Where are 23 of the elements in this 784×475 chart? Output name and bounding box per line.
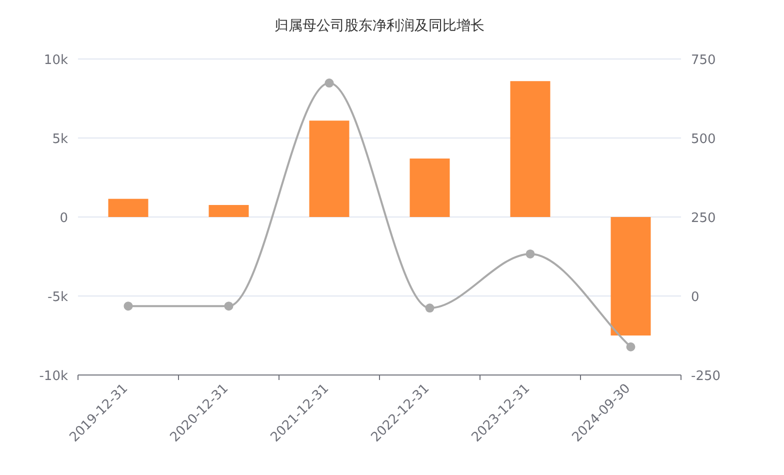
y2-tick-label: 250 bbox=[691, 211, 716, 226]
y2-tick-label: 500 bbox=[691, 132, 716, 147]
bar bbox=[108, 198, 148, 217]
bar bbox=[510, 81, 550, 217]
point bbox=[124, 302, 133, 311]
y-tick-label: 10k bbox=[44, 53, 68, 68]
y2-tick-label: 750 bbox=[691, 53, 716, 68]
y-tick-label: 0 bbox=[60, 211, 68, 226]
y2-tick-label: -250 bbox=[691, 369, 721, 384]
y-tick-label: 5k bbox=[52, 132, 68, 147]
chart-title: 归属母公司股东净利润及同比增长 bbox=[274, 18, 484, 34]
bar bbox=[309, 120, 350, 217]
point bbox=[425, 304, 434, 313]
point bbox=[626, 342, 636, 352]
y-tick-label: -5k bbox=[48, 290, 68, 305]
point bbox=[224, 302, 234, 311]
bar bbox=[410, 158, 450, 217]
bar bbox=[208, 204, 249, 217]
point bbox=[526, 249, 535, 258]
bar bbox=[610, 217, 651, 336]
point bbox=[324, 78, 334, 88]
y-tick-label: -10k bbox=[39, 369, 68, 384]
y2-tick-label: 0 bbox=[691, 290, 700, 305]
